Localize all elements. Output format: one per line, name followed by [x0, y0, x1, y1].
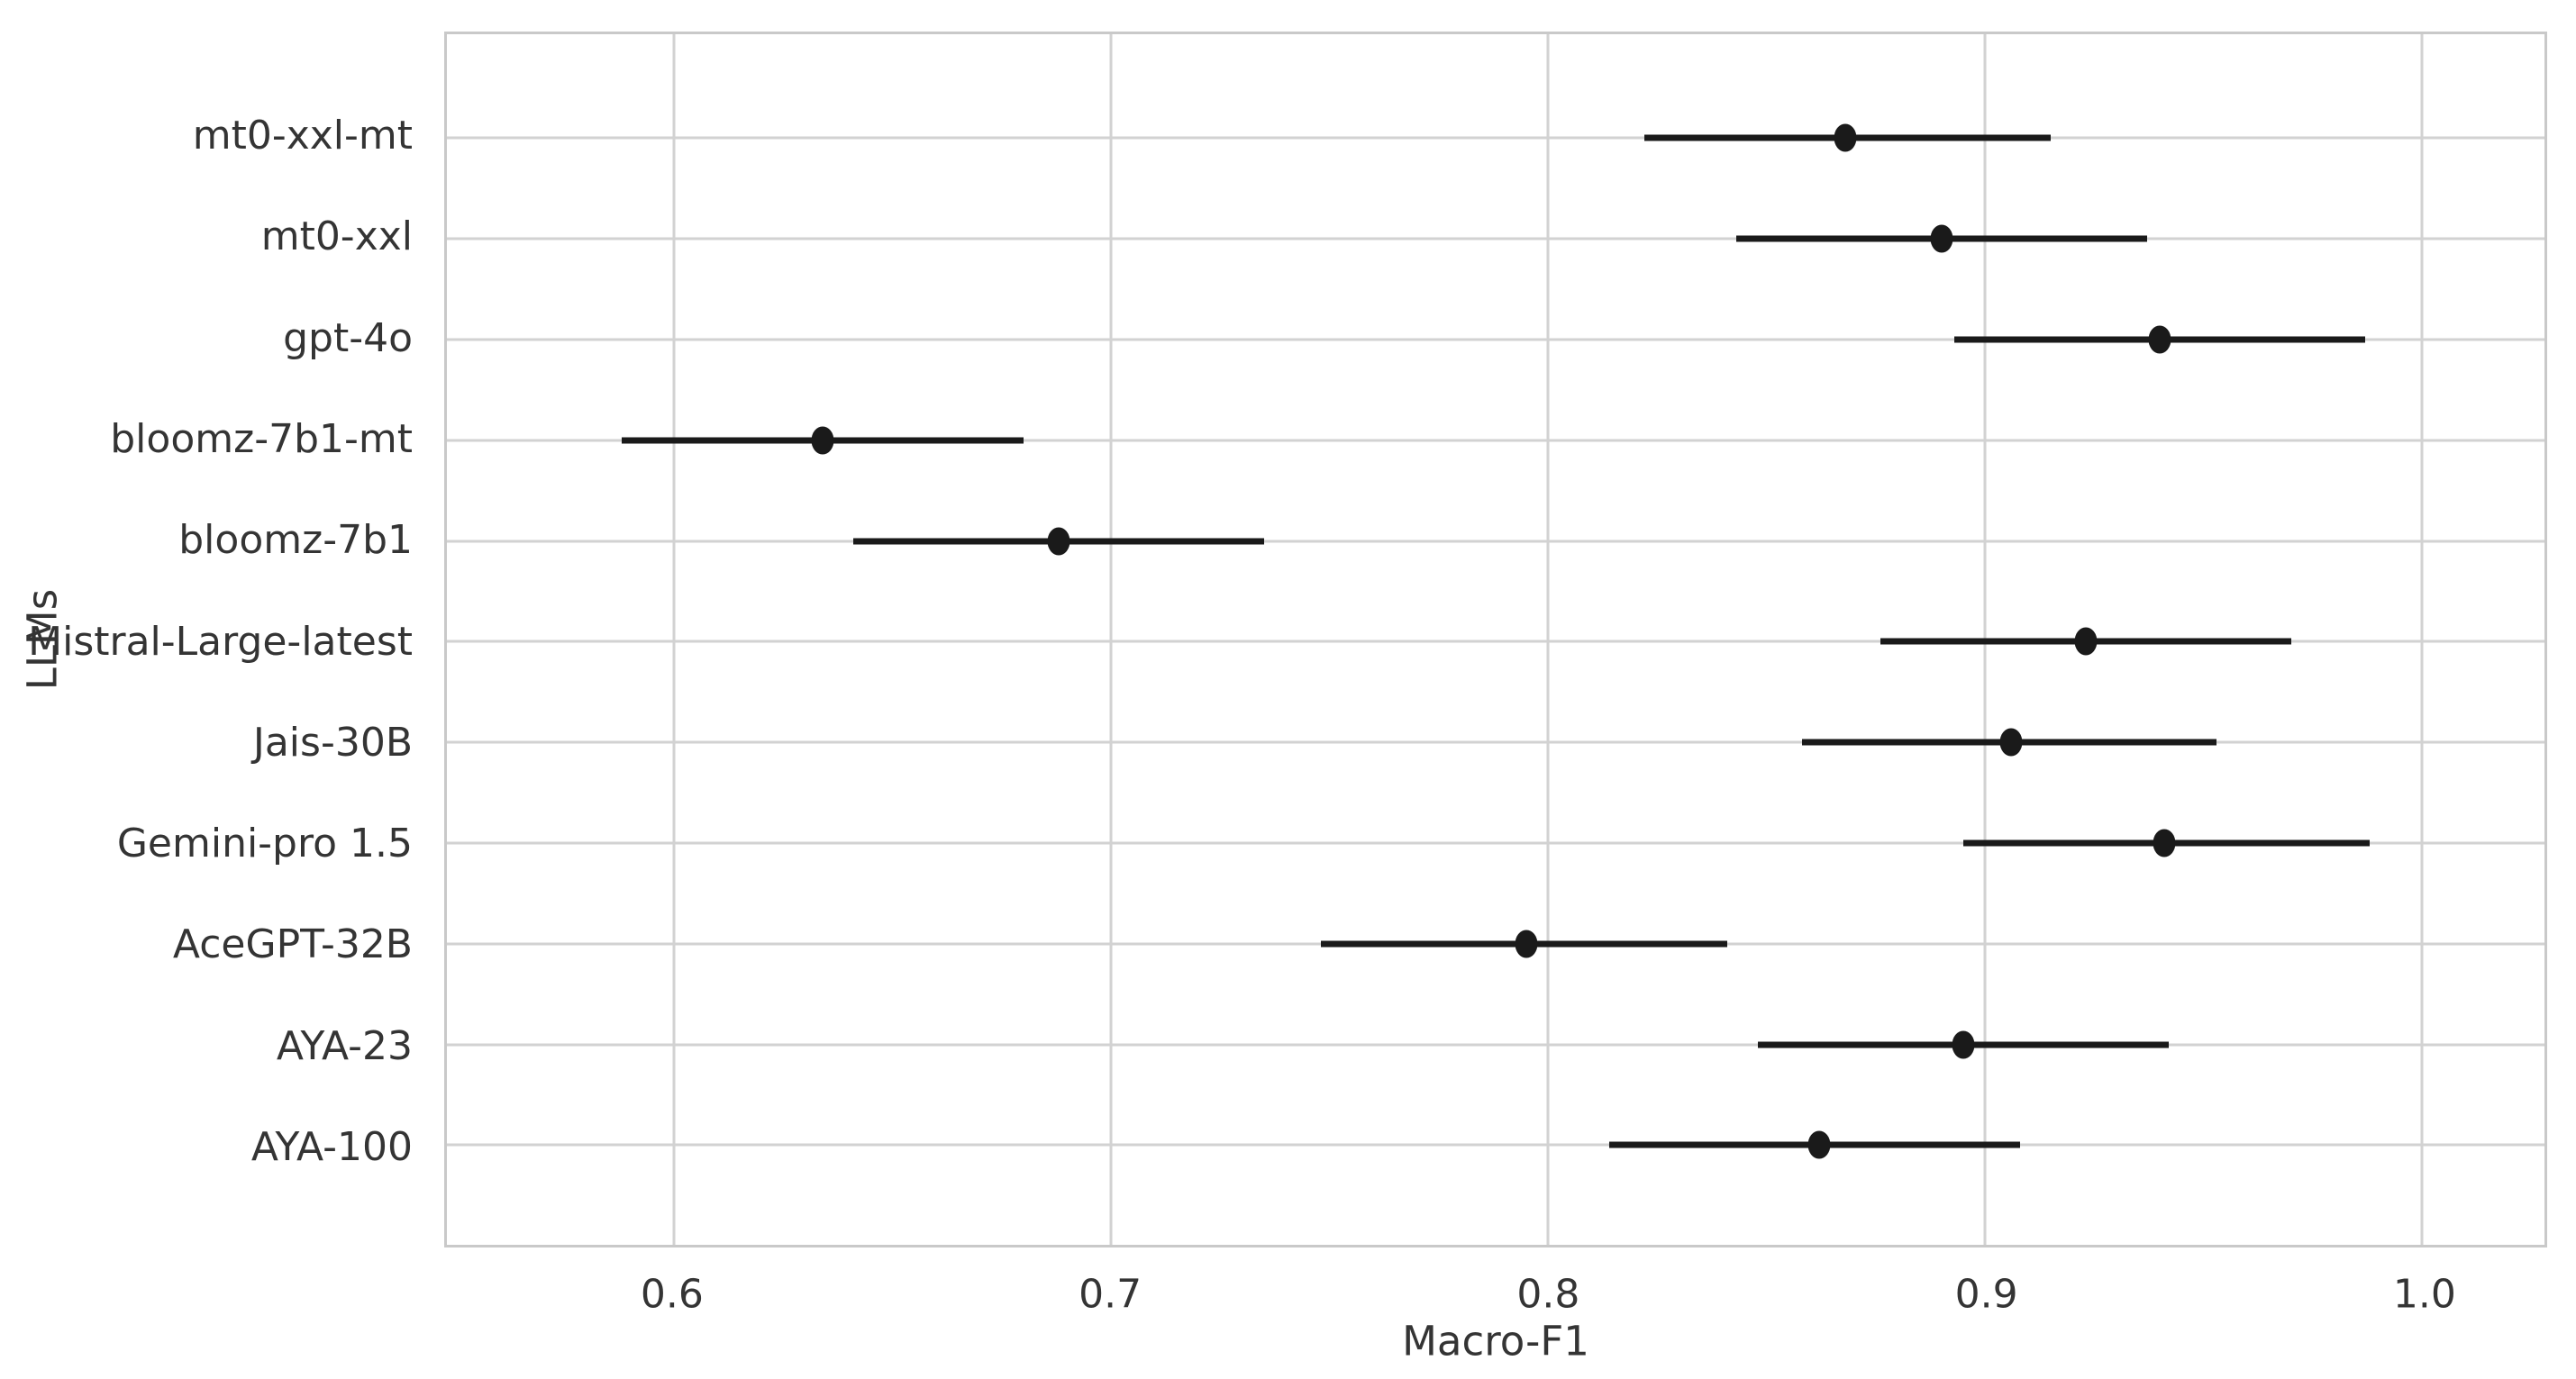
- data-point-mt0-xxl: [1930, 224, 1953, 253]
- y-tick-label: AceGPT-32B: [172, 921, 413, 968]
- row-gridline-mistral-large-latest: [447, 640, 2544, 643]
- y-tick-label: mt0-xxl: [260, 213, 413, 260]
- row-gridline-bloomz-7b1: [447, 540, 2544, 543]
- y-axis-title: LLMs: [18, 588, 67, 691]
- x-tick-label: 0.6: [640, 1271, 704, 1318]
- x-gridline-0.8: [1546, 34, 1550, 1245]
- x-tick-label: 0.7: [1079, 1271, 1142, 1318]
- x-axis-title: Macro-F1: [1402, 1317, 1589, 1365]
- data-points-layer: [447, 34, 2544, 1245]
- data-point-aya-23: [1952, 1030, 1975, 1059]
- y-tick-label: Jais-30B: [252, 719, 413, 766]
- x-tick-label: 0.9: [1954, 1271, 2018, 1318]
- row-gridline-bloomz-7b1-mt: [447, 439, 2544, 442]
- row-gridline-aya-100: [447, 1143, 2544, 1147]
- data-point-aya-100: [1807, 1130, 1831, 1159]
- x-gridline-0.6: [672, 34, 676, 1245]
- y-tick-label: Gemini-pro 1.5: [116, 820, 413, 866]
- row-gridline-aya-23: [447, 1043, 2544, 1047]
- data-point-mistral-large-latest: [2074, 627, 2098, 656]
- data-point-acegpt-32b: [1515, 930, 1538, 958]
- y-tick-label: AYA-100: [250, 1123, 413, 1170]
- data-point-mt0-xxl-mt: [1834, 123, 1857, 152]
- y-tick-label: gpt-4o: [283, 314, 413, 361]
- row-gridline-jais-30b: [447, 740, 2544, 744]
- x-tick-label: 0.8: [1516, 1271, 1580, 1318]
- row-gridline-mt0-xxl: [447, 237, 2544, 240]
- data-point-bloomz-7b1: [1047, 527, 1070, 556]
- x-gridline-0.7: [1109, 34, 1113, 1245]
- data-point-jais-30b: [1999, 728, 2023, 757]
- y-tick-label: Mistral-Large-latest: [28, 618, 413, 665]
- x-gridline-1.0: [2420, 34, 2424, 1245]
- row-gridline-gemini-pro-1-5: [447, 841, 2544, 845]
- data-point-gpt-4o: [2148, 325, 2171, 354]
- row-gridline-gpt-4o: [447, 338, 2544, 341]
- y-tick-label: mt0-xxl-mt: [192, 112, 413, 159]
- data-point-gemini-pro-1-5: [2153, 829, 2176, 857]
- plot-area: [444, 32, 2547, 1247]
- y-tick-label: bloomz-7b1: [178, 516, 413, 563]
- x-tick-label: 1.0: [2392, 1271, 2456, 1318]
- y-tick-label: AYA-23: [276, 1022, 413, 1069]
- data-point-bloomz-7b1-mt: [811, 426, 834, 455]
- row-gridline-mt0-xxl-mt: [447, 136, 2544, 140]
- y-tick-label: bloomz-7b1-mt: [110, 415, 413, 462]
